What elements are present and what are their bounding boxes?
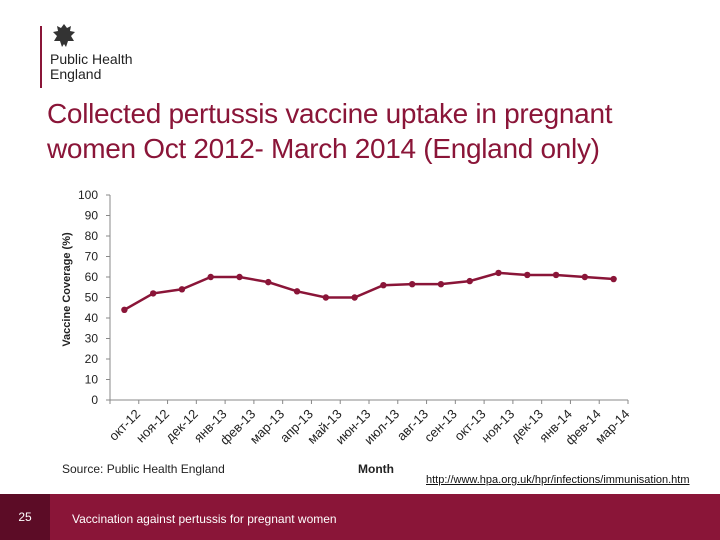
data-point (524, 271, 531, 279)
data-point (495, 269, 502, 277)
y-axis-label: Vaccine Coverage (%) (61, 232, 73, 347)
data-point (380, 282, 387, 289)
y-tick-label: 40 (85, 311, 99, 325)
data-point (351, 294, 358, 301)
page-number: 25 (0, 494, 50, 540)
x-axis: окт-12ноя-12дек-12янв-13фев-13мар-13апр-… (106, 399, 633, 448)
x-tick-label: ноя-12 (133, 406, 172, 445)
data-point (178, 286, 186, 293)
data-point (207, 273, 214, 281)
y-tick-label: 0 (91, 393, 98, 407)
x-tick-label: сен-13 (421, 406, 460, 445)
data-point (293, 288, 301, 295)
slide-title: Collected pertussis vaccine uptake in pr… (47, 98, 613, 164)
x-tick-label: ноя-13 (478, 406, 517, 445)
logo-line-1: Public Health (50, 51, 133, 67)
y-tick-label: 90 (85, 209, 99, 223)
data-point (408, 280, 416, 288)
logo-text: Public Health England (50, 52, 133, 82)
data-point (265, 278, 272, 286)
data-point (236, 273, 243, 281)
footer-bar: 25 Vaccination against pertussis for pre… (0, 494, 720, 540)
data-point (121, 306, 128, 313)
data-point (552, 271, 560, 279)
y-tick-label: 70 (85, 250, 99, 264)
y-tick-label: 100 (78, 188, 98, 202)
series-line (123, 271, 614, 311)
logo-divider (40, 26, 42, 88)
logo-line-2: England (50, 66, 102, 82)
footer-text: Vaccination against pertussis for pregna… (72, 512, 337, 526)
data-point (581, 273, 589, 281)
y-tick-label: 20 (85, 352, 99, 366)
y-tick-label: 30 (85, 332, 99, 346)
logo: Public Health England (40, 22, 170, 92)
series-layer (121, 269, 617, 313)
line-chart: 0 10 20 30 40 50 60 70 80 90 100 окт-12ноя-12дек-1… (61, 188, 633, 448)
data-point (322, 294, 330, 301)
data-point (466, 277, 473, 285)
y-tick-label: 50 (85, 291, 99, 305)
data-point (149, 290, 157, 297)
x-axis-label: Month (358, 462, 394, 476)
y-tick-label: 10 (85, 373, 99, 387)
y-tick-label: 80 (85, 229, 99, 243)
crest-icon (53, 24, 75, 47)
y-tick-label: 60 (85, 270, 99, 284)
source-note: Source: Public Health England (62, 462, 225, 476)
data-point (437, 280, 445, 288)
y-axis: 0 10 20 30 40 50 60 70 80 90 100 (78, 188, 111, 407)
source-link[interactable]: http://www.hpa.org.uk/hpr/infections/imm… (426, 474, 690, 486)
data-point (610, 275, 617, 283)
